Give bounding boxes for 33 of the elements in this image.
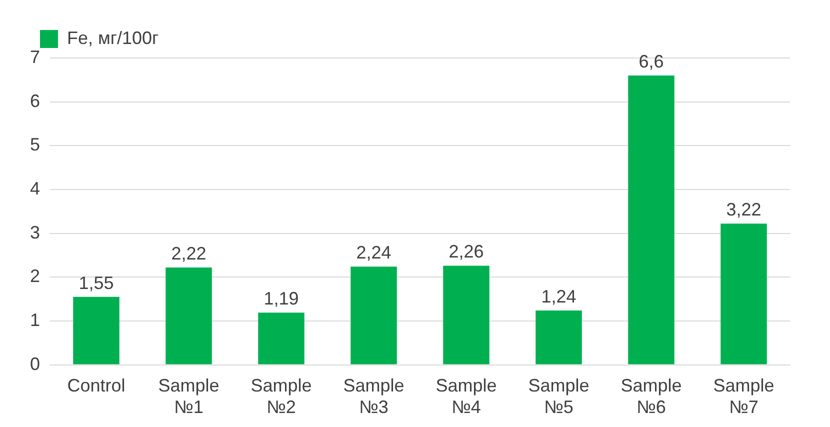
bar	[720, 224, 767, 364]
x-tick-label: Sample №7	[713, 376, 774, 418]
y-tick-label: 2	[30, 266, 40, 286]
x-tick-label: Sample №4	[436, 376, 497, 418]
data-label: 1,24	[541, 286, 576, 306]
bar	[166, 268, 212, 364]
y-tick-label: 4	[30, 178, 40, 198]
bar	[536, 310, 582, 364]
x-tick-label: Sample №1	[158, 376, 220, 418]
y-tick-label: 7	[30, 46, 40, 67]
y-tick-label: 6	[30, 90, 40, 111]
bar	[258, 312, 304, 364]
x-tick-label: Control	[67, 376, 126, 396]
bar	[350, 266, 397, 364]
bar	[73, 296, 120, 364]
data-label: 1,19	[264, 288, 299, 309]
y-tick-label: 0	[30, 354, 40, 374]
y-tick-label: 1	[30, 310, 40, 330]
x-tick-label: Sample №2	[250, 376, 312, 418]
data-label: 3,22	[726, 200, 762, 220]
bar	[443, 266, 490, 364]
x-tick-label: Sample №5	[528, 376, 590, 418]
legend-label: Fe, мг/100г	[67, 28, 159, 48]
x-tick-label: Sample №6	[620, 376, 682, 418]
data-label: 6,6	[638, 52, 664, 72]
bar	[628, 76, 674, 364]
data-label: 2,22	[171, 243, 206, 264]
data-label: 2,24	[356, 242, 392, 263]
x-tick-label: Sample №3	[343, 376, 404, 418]
data-label: 2,26	[448, 242, 484, 262]
y-tick-label: 5	[30, 134, 40, 155]
y-tick-label: 3	[30, 222, 40, 242]
data-label: 1,55	[78, 272, 114, 293]
